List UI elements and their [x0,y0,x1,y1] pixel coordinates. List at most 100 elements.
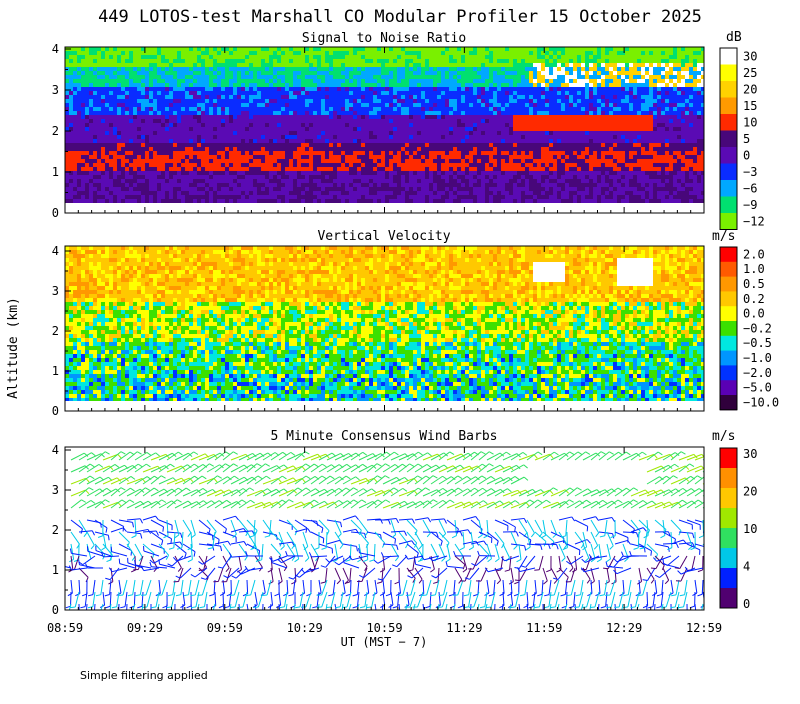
snr-cell [129,147,134,152]
snr-cell [265,199,270,203]
snr-cell [165,59,170,64]
snr-cell [265,123,270,128]
snr-cell [293,99,298,104]
snr-cell [321,139,326,144]
snr-cell [477,79,482,84]
snr-cell [201,179,206,184]
snr-cell [385,59,390,64]
snr-cell [525,47,530,52]
snr-cell [281,175,286,180]
snr-cell [145,79,150,84]
snr-cell [181,147,186,152]
snr-cell [197,79,202,84]
snr-cell [121,59,126,64]
snr-cell [525,123,530,128]
snr-cell [81,55,86,60]
snr-cell [133,71,138,76]
snr-cell [229,63,234,68]
snr-cell [521,167,526,172]
snr-cell [525,103,530,108]
snr-cell [529,127,534,132]
snr-cell [517,103,522,108]
snr-cell [569,179,574,184]
snr-cell [205,179,210,184]
snr-cell [325,147,330,152]
snr-cell [189,163,194,168]
snr-cell [453,195,458,200]
snr-cell [341,115,346,120]
snr-cell [541,111,546,116]
snr-cell [393,115,398,120]
snr-cell [341,155,346,160]
snr-cell [541,75,546,80]
snr-cell [493,91,498,96]
snr-cell [429,59,434,64]
snr-cell [509,167,514,172]
snr-cell [497,163,502,168]
snr-cell [249,123,254,128]
snr-cell [461,131,466,136]
snr-cell [377,175,382,180]
snr-cell [425,91,430,96]
snr-cell [553,147,558,152]
snr-cell [261,187,266,192]
snr-cell [97,87,102,92]
snr-cell [353,119,358,124]
snr-cell [281,87,286,92]
snr-cell [333,195,338,200]
snr-cell [497,71,502,76]
snr-cell [537,179,542,184]
snr-cell [437,59,442,64]
snr-cell [409,111,414,116]
snr-cell [233,47,238,52]
snr-cell [365,95,370,100]
snr-cell [197,63,202,68]
snr-cell [369,195,374,200]
snr-cell [121,103,126,108]
snr-cell [281,155,286,160]
snr-cell [313,175,318,180]
snr-cell [269,71,274,76]
snr-cell [189,135,194,140]
snr-cell [133,95,138,100]
snr-cell [333,95,338,100]
snr-cell [309,99,314,104]
snr-cell [313,135,318,140]
snr-cell [469,107,474,112]
snr-cell [405,135,410,140]
snr-cell [213,99,218,104]
snr-cell [501,87,506,92]
snr-cell [349,199,354,203]
snr-cell [381,83,386,88]
snr-cell [457,187,462,192]
snr-cell [457,179,462,184]
snr-cell [437,147,442,152]
snr-cell [433,99,438,104]
snr-cell [501,47,506,52]
snr-cell [277,55,282,60]
snr-cell [161,143,166,148]
snr-cell [537,191,542,196]
snr-cell [521,79,526,84]
snr-cell [185,131,190,136]
snr-cell [445,147,450,152]
snr-cell [281,67,286,72]
snr-cell [425,135,430,140]
snr-cell [517,195,522,200]
snr-cell [485,163,490,168]
snr-cell [429,199,434,203]
snr-cell [525,91,530,96]
snr-cell [225,191,230,196]
snr-cell [425,151,430,156]
snr-cell [437,111,442,116]
snr-cell [93,111,98,116]
snr-cell [77,167,82,172]
snr-cell [557,139,562,144]
snr-cell [361,139,366,144]
snr-cell [257,167,262,172]
snr-cell [325,167,330,172]
snr-cell [165,195,170,200]
snr-cell [221,159,226,164]
snr-cell [89,115,94,120]
snr-cell [401,187,406,192]
